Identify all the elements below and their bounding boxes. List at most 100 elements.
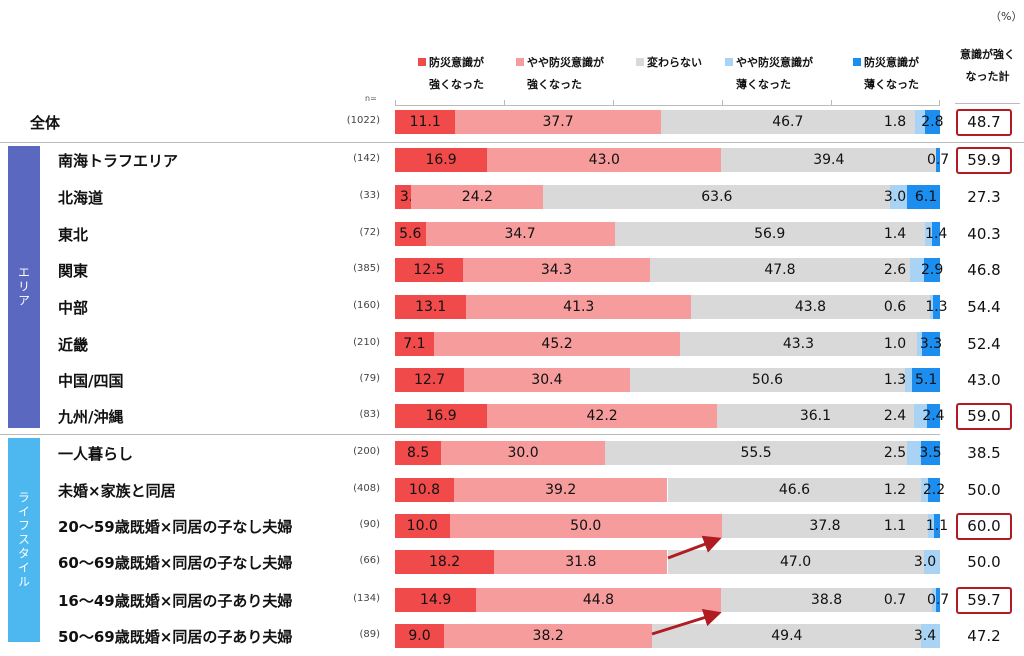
bar-segment-4 bbox=[936, 148, 940, 172]
data-label: 2.5 bbox=[883, 445, 907, 461]
data-label: 49.4 bbox=[771, 628, 803, 644]
data-label: 43.8 bbox=[794, 299, 826, 315]
total-value: 60.0 bbox=[956, 513, 1012, 540]
bar-segment-1 bbox=[487, 404, 718, 428]
data-label: 63.6 bbox=[701, 189, 733, 205]
data-label: 30.0 bbox=[507, 445, 539, 461]
bar-segment-2 bbox=[614, 222, 925, 246]
bar-segment-3 bbox=[929, 295, 933, 319]
bar-segment-1 bbox=[455, 110, 661, 134]
data-label: 7.1 bbox=[403, 336, 426, 352]
row-label: 九州/沖縄 bbox=[58, 408, 124, 426]
bar-segment-2 bbox=[721, 148, 937, 172]
data-label: 50.0 bbox=[570, 518, 602, 534]
data-label: 39.2 bbox=[545, 482, 577, 498]
bar-segment-1 bbox=[463, 258, 650, 282]
data-label: 3.3 bbox=[919, 336, 943, 352]
bar-segment-2 bbox=[629, 368, 906, 392]
data-label: 5.6 bbox=[399, 226, 422, 242]
total-value: 50.0 bbox=[967, 553, 1001, 571]
total-value: 47.2 bbox=[967, 627, 1001, 645]
legend-label-line2: 薄くなった bbox=[864, 78, 919, 91]
legend-label: 変わらない bbox=[647, 56, 702, 69]
legend-swatch bbox=[418, 58, 426, 66]
legend-label: やや防災意識が bbox=[527, 56, 604, 69]
group-separator bbox=[0, 434, 940, 435]
data-label: 34.7 bbox=[504, 226, 536, 242]
bar-segment-2 bbox=[717, 404, 914, 428]
row-label: 北海道 bbox=[58, 189, 104, 207]
bar-segment-0 bbox=[395, 295, 467, 319]
total-value: 40.3 bbox=[967, 225, 1001, 243]
data-label: 1.2 bbox=[883, 482, 907, 498]
bar-segment-2 bbox=[667, 478, 922, 502]
data-label: 39.4 bbox=[813, 152, 845, 168]
total-value: 52.4 bbox=[967, 335, 1001, 353]
bar-segment-0 bbox=[395, 148, 488, 172]
bar-segment-3 bbox=[913, 404, 927, 428]
row-n: (160) bbox=[353, 300, 380, 311]
axis-line bbox=[395, 100, 940, 106]
row-n: (66) bbox=[359, 555, 380, 566]
bar-segment-0 bbox=[395, 258, 464, 282]
row-label: 全体 bbox=[30, 114, 61, 132]
legend-label: 防災意識が bbox=[864, 56, 919, 69]
bar-segment-2 bbox=[720, 588, 933, 612]
bar-segment-3 bbox=[914, 110, 925, 134]
data-label: 16.9 bbox=[425, 408, 457, 424]
legend-item: やや防災意識が 薄くなった bbox=[725, 52, 813, 96]
bar-segment-0 bbox=[395, 441, 442, 465]
bar-row: 8.5 30.0 55.5 2.5 3.5 bbox=[395, 441, 942, 465]
bar-segment-1 bbox=[433, 332, 681, 356]
bar-segment-1 bbox=[425, 222, 615, 246]
bar-row: 11.1 37.7 46.7 1.8 2.8 bbox=[395, 110, 944, 134]
bar-segment-3 bbox=[890, 185, 907, 209]
bar-segment-3 bbox=[928, 514, 934, 538]
row-n: (33) bbox=[359, 190, 380, 201]
bar-segment-1 bbox=[441, 441, 605, 465]
row-label: 中部 bbox=[58, 299, 89, 317]
bar-segment-2 bbox=[667, 550, 924, 574]
row-n: (210) bbox=[353, 337, 380, 348]
data-label: 12.7 bbox=[413, 372, 446, 388]
bar-row: 7.1 45.2 43.3 1.0 3.3 bbox=[395, 332, 943, 356]
row-n: (72) bbox=[359, 227, 380, 238]
legend-label-line2: 強くなった bbox=[429, 78, 484, 91]
row-n: (134) bbox=[353, 593, 380, 604]
row-n: (1022) bbox=[346, 115, 380, 126]
legend-swatch bbox=[516, 58, 524, 66]
row-label: 関東 bbox=[58, 262, 89, 280]
data-label: 0.6 bbox=[883, 299, 907, 315]
bar-segment-0 bbox=[395, 185, 412, 209]
bar-segment-2 bbox=[604, 441, 908, 465]
legend-swatch bbox=[853, 58, 861, 66]
bar-segment-0 bbox=[395, 588, 477, 612]
data-label: 1.1 bbox=[925, 518, 949, 534]
data-label: 8.5 bbox=[407, 445, 430, 461]
bar-segment-1 bbox=[453, 478, 668, 502]
data-label: 38.2 bbox=[532, 628, 564, 644]
data-label: 0.7 bbox=[883, 592, 907, 608]
data-label: 3.0 bbox=[883, 189, 907, 205]
data-label: 46.6 bbox=[778, 482, 811, 498]
bar-segment-0 bbox=[395, 222, 426, 246]
bar-segment-4 bbox=[926, 404, 940, 428]
trend-arrow bbox=[651, 608, 722, 636]
legend-label: やや防災意識が bbox=[736, 56, 813, 69]
bar-segment-4 bbox=[921, 332, 940, 356]
data-label: 2.2 bbox=[922, 482, 946, 498]
bar-segment-4 bbox=[924, 110, 940, 134]
legend-label: 防災意識が bbox=[429, 56, 484, 69]
data-label: 47.8 bbox=[764, 262, 796, 278]
bar-segment-4 bbox=[934, 514, 940, 538]
data-label: 31.8 bbox=[565, 554, 597, 570]
legend-swatch bbox=[636, 58, 644, 66]
bar-segment-3 bbox=[910, 258, 925, 282]
bar-segment-0 bbox=[395, 332, 434, 356]
data-label: 5.1 bbox=[914, 372, 938, 388]
bar-segment-2 bbox=[652, 624, 922, 648]
row-n: (83) bbox=[359, 409, 380, 420]
bar-segment-3 bbox=[907, 441, 921, 465]
data-label: 1.4 bbox=[925, 226, 948, 242]
bar-segment-3 bbox=[905, 368, 913, 392]
